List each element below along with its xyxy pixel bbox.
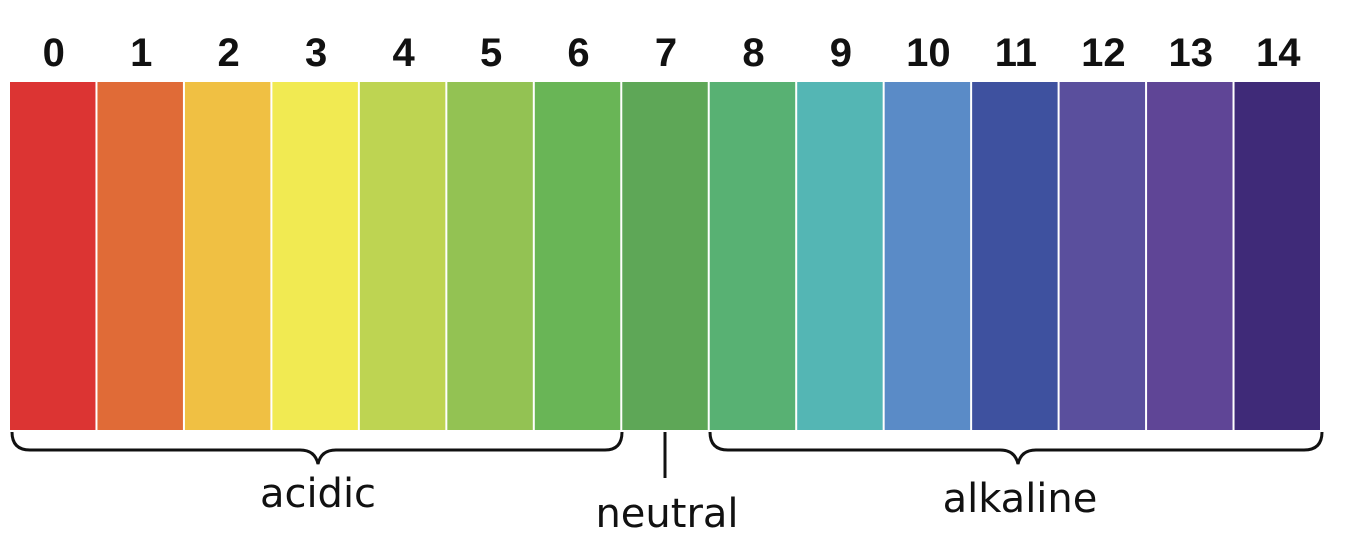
ph-cell [359,82,446,430]
ph-cell [272,82,358,430]
ph-number: 4 [392,31,415,75]
ph-number: 8 [742,31,764,75]
ph-cell [10,82,96,430]
ph-number: 2 [218,31,240,75]
ph-cell [534,82,621,430]
ph-number: 3 [305,31,327,75]
ph-cell [1234,82,1320,430]
ph-number: 10 [906,31,951,75]
ph-cell [97,82,183,430]
acidic-label: acidic [260,471,376,517]
alkaline-brace [708,431,1324,465]
ph-number: 11 [995,31,1037,75]
ph-cell [972,82,1058,430]
ph-number: 12 [1081,31,1126,75]
ph-number: 5 [480,31,502,75]
ph-number: 7 [655,31,677,75]
ph-number: 9 [830,31,852,75]
ph-cell [622,82,708,430]
ph-cell [1147,82,1233,430]
ph-cell [184,82,271,430]
neutral-label: neutral [595,491,738,537]
ph-number: 1 [130,31,152,75]
ph-cell [797,82,883,430]
acidic-brace [10,431,624,465]
ph-number: 14 [1256,31,1301,75]
ph-cell [709,82,796,430]
ph-cell [447,82,533,430]
ph-cell [1059,82,1146,430]
ph-cell [884,82,971,430]
ph-number: 6 [567,31,589,75]
ph-number: 0 [43,31,65,75]
ph-number: 13 [1169,31,1214,75]
alkaline-label: alkaline [943,476,1098,522]
